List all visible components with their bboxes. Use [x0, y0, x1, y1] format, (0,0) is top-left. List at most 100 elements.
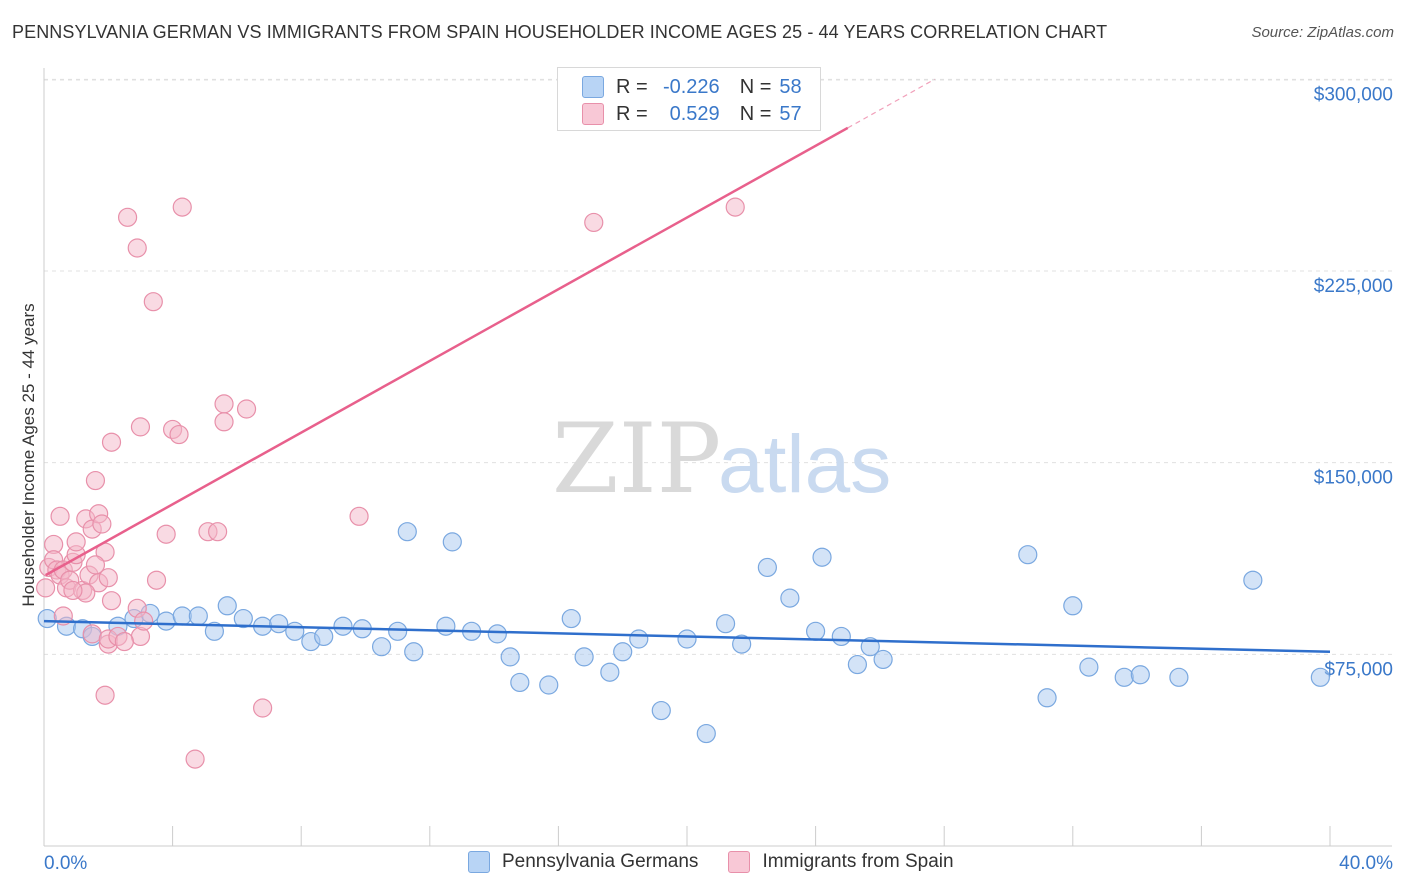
legend-item-pennsylvania-germans: Pennsylvania Germans — [468, 851, 698, 873]
data-point — [134, 611, 154, 631]
axes — [43, 68, 1392, 847]
data-point — [214, 394, 234, 414]
trend-line — [43, 619, 1331, 654]
data-point — [1037, 688, 1057, 708]
data-point — [487, 624, 507, 644]
watermark-atlas: atlas — [718, 419, 891, 510]
data-point — [847, 654, 867, 675]
trend-lines — [43, 78, 1331, 654]
watermark-zip: ZIP — [552, 403, 721, 515]
data-point — [831, 626, 851, 647]
legend-r-label: R = — [616, 102, 648, 125]
data-point — [85, 555, 106, 575]
data-point — [677, 629, 697, 649]
trend-line — [44, 126, 849, 577]
series-legend: Pennsylvania Germans Immigrants from Spa… — [468, 851, 984, 873]
data-point — [1018, 545, 1038, 565]
data-point — [442, 532, 462, 552]
legend-n-value: 58 — [779, 75, 802, 98]
data-point — [757, 557, 777, 578]
data-point — [233, 608, 253, 629]
legend-swatch-blue — [582, 76, 604, 98]
grid-lines — [44, 78, 1392, 655]
data-point — [613, 642, 633, 662]
data-point — [92, 514, 112, 534]
data-point — [98, 568, 118, 588]
data-point — [780, 588, 800, 608]
x-tick-label: 0.0% — [44, 853, 87, 874]
data-point — [285, 621, 305, 641]
data-point — [143, 292, 163, 312]
data-point — [539, 675, 559, 695]
data-point — [117, 207, 138, 227]
data-point — [236, 399, 257, 419]
data-point — [651, 700, 671, 721]
data-point — [172, 197, 192, 217]
legend-swatch-pink — [728, 851, 751, 873]
data-point — [172, 606, 192, 626]
data-point — [314, 626, 334, 647]
data-point — [812, 547, 832, 567]
data-point — [510, 672, 530, 693]
watermark: ZIP atlas — [552, 403, 891, 515]
legend-row-immigrants-from-spain: R = 0.529 N = 57 — [582, 102, 802, 126]
data-point — [37, 608, 57, 629]
legend-r-value: 0.529 — [669, 102, 720, 125]
data-point — [188, 606, 208, 626]
legend-n-label: N = — [739, 75, 772, 98]
data-point — [156, 524, 176, 544]
data-point — [127, 238, 147, 258]
y-tick-label: $225,000 — [1314, 276, 1393, 297]
y-tick-labels: $75,000 $150,000 $225,000 $300,000 — [1314, 84, 1393, 680]
data-point — [349, 506, 369, 526]
legend-n-value: 57 — [779, 102, 802, 125]
data-point — [561, 608, 581, 629]
series-pennsylvania-germans — [37, 522, 1330, 744]
data-point — [436, 616, 456, 636]
data-point — [1063, 596, 1083, 616]
data-point — [36, 578, 56, 598]
data-point — [185, 749, 205, 769]
data-point — [500, 647, 520, 667]
y-tick-label: $300,000 — [1314, 84, 1393, 105]
data-point — [63, 580, 83, 601]
legend-label: Pennsylvania Germans — [502, 851, 699, 872]
trend-line-extension — [847, 78, 935, 129]
data-point — [805, 621, 826, 641]
data-point — [1079, 657, 1099, 677]
data-point — [82, 624, 102, 644]
data-point — [146, 570, 167, 590]
legend-n-label: N = — [739, 102, 772, 125]
data-point — [397, 522, 417, 542]
data-point — [696, 723, 716, 744]
data-point — [732, 634, 752, 654]
y-axis-label: Householder Income Ages 25 - 44 years — [19, 303, 38, 606]
data-point — [204, 621, 224, 641]
data-point — [629, 629, 649, 649]
data-point — [85, 470, 106, 491]
data-point — [574, 647, 594, 667]
source-label: Source: ZipAtlas.com — [1251, 24, 1394, 41]
data-point — [50, 506, 70, 526]
x-tick-label: 40.0% — [1339, 853, 1393, 874]
data-point — [1130, 665, 1150, 685]
data-point — [715, 614, 736, 634]
legend-r-value: -0.226 — [662, 75, 720, 98]
data-point — [1114, 667, 1134, 687]
legend-swatch-pink — [582, 103, 604, 125]
legend-swatch-blue — [468, 851, 490, 873]
data-point — [404, 642, 424, 662]
data-point — [333, 616, 353, 636]
data-point — [130, 417, 151, 437]
data-point — [156, 611, 176, 631]
data-point — [66, 532, 86, 552]
data-point — [169, 424, 189, 445]
data-point — [101, 432, 122, 452]
data-point — [114, 631, 134, 652]
data-point — [101, 591, 122, 611]
legend-label: Immigrants from Spain — [762, 851, 954, 872]
data-point — [269, 614, 289, 634]
data-point — [214, 412, 234, 432]
y-tick-label: $75,000 — [1324, 659, 1393, 680]
